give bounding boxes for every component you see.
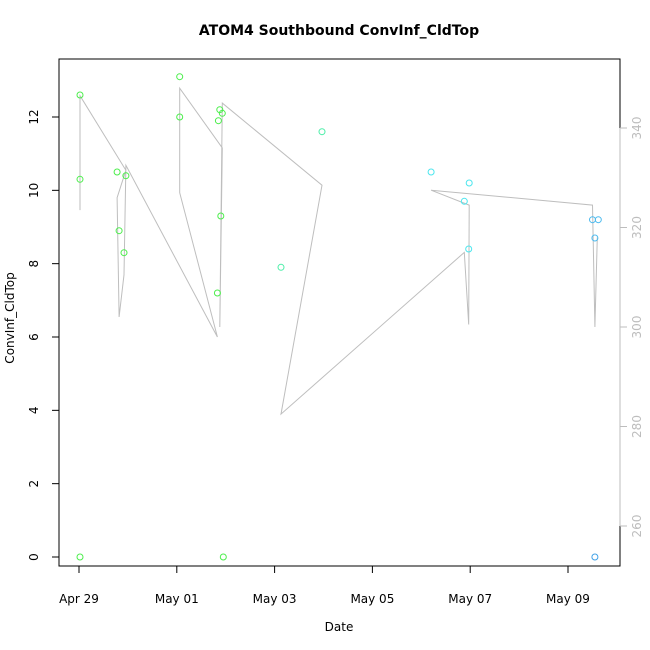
data-point bbox=[217, 212, 225, 220]
data-point bbox=[176, 113, 184, 121]
right-y-tick-label: 260 bbox=[630, 515, 644, 538]
data-point bbox=[218, 109, 226, 117]
y-tick-label: 10 bbox=[27, 183, 41, 198]
line-series bbox=[79, 86, 598, 416]
data-point bbox=[591, 234, 599, 242]
x-tick-label: May 09 bbox=[546, 592, 590, 606]
data-point bbox=[460, 197, 468, 205]
data-point bbox=[277, 263, 285, 271]
x-axis: Apr 29 May 01 May 03 May 05 May 07 May 09 bbox=[59, 565, 590, 606]
data-point bbox=[318, 128, 326, 136]
y-axis-label: ConvInf_CldTop bbox=[3, 272, 17, 363]
chart-title: ATOM4 Southbound ConvInf_CldTop bbox=[199, 23, 479, 39]
scatter-points bbox=[76, 73, 602, 561]
right-y-axis: 260 280 300 320 340 bbox=[619, 117, 644, 538]
data-point bbox=[214, 117, 222, 125]
x-tick-label: Apr 29 bbox=[59, 592, 99, 606]
data-point bbox=[591, 553, 599, 561]
x-tick-label: May 05 bbox=[350, 592, 394, 606]
data-point bbox=[176, 73, 184, 81]
y-tick-label: 2 bbox=[27, 480, 41, 488]
data-point bbox=[76, 91, 84, 99]
data-point bbox=[120, 249, 128, 257]
y-tick-label: 4 bbox=[27, 407, 41, 415]
data-point bbox=[113, 168, 121, 176]
data-point bbox=[213, 289, 221, 297]
y-axis: 0 2 4 6 8 10 12 bbox=[27, 109, 60, 561]
x-tick-label: May 07 bbox=[448, 592, 492, 606]
data-point bbox=[594, 216, 602, 224]
right-y-tick-label: 340 bbox=[630, 117, 644, 140]
data-point bbox=[76, 553, 84, 561]
data-point bbox=[427, 168, 435, 176]
line-series-path bbox=[79, 86, 598, 416]
y-tick-label: 8 bbox=[27, 260, 41, 268]
data-point bbox=[465, 245, 473, 253]
x-axis-label: Date bbox=[325, 620, 354, 634]
data-point bbox=[122, 172, 130, 180]
x-tick-label: May 01 bbox=[155, 592, 199, 606]
data-point bbox=[219, 553, 227, 561]
data-point bbox=[465, 179, 473, 187]
plot-frame bbox=[58, 58, 621, 567]
data-point bbox=[76, 175, 84, 183]
y-tick-label: 12 bbox=[27, 109, 41, 124]
right-y-tick-label: 280 bbox=[630, 415, 644, 438]
right-y-tick-label: 320 bbox=[630, 216, 644, 239]
x-tick-label: May 03 bbox=[253, 592, 297, 606]
y-tick-label: 0 bbox=[27, 553, 41, 561]
right-y-tick-label: 300 bbox=[630, 316, 644, 339]
data-point bbox=[115, 227, 123, 235]
y-tick-label: 6 bbox=[27, 333, 41, 341]
